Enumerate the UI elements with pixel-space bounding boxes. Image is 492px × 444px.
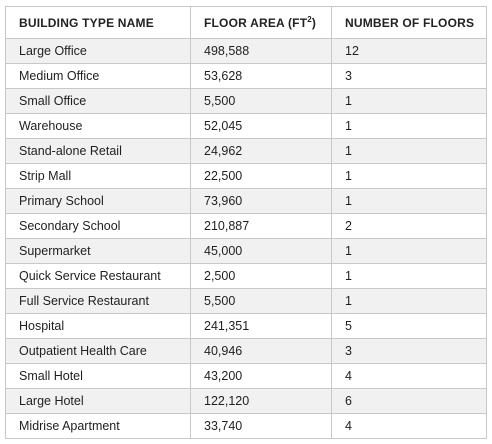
cell-number-of-floors: 2 <box>331 213 487 239</box>
table-row: Stand-alone Retail 24,962 1 <box>5 138 487 164</box>
cell-floor-area: 45,000 <box>190 238 332 264</box>
cell-building-type: Small Office <box>5 88 191 114</box>
building-types-table: BUILDING TYPE NAME FLOOR AREA (FT2) NUMB… <box>5 6 487 439</box>
cell-floor-area: 241,351 <box>190 313 332 339</box>
cell-building-type: Stand-alone Retail <box>5 138 191 164</box>
cell-number-of-floors: 1 <box>331 238 487 264</box>
cell-number-of-floors: 12 <box>331 38 487 64</box>
cell-floor-area: 5,500 <box>190 288 332 314</box>
cell-floor-area: 52,045 <box>190 113 332 139</box>
cell-number-of-floors: 1 <box>331 113 487 139</box>
cell-building-type: Large Office <box>5 38 191 64</box>
table-row: Midrise Apartment 33,740 4 <box>5 413 487 439</box>
table-row: Large Hotel 122,120 6 <box>5 388 487 414</box>
header-building-type: BUILDING TYPE NAME <box>5 6 191 39</box>
table-header: BUILDING TYPE NAME FLOOR AREA (FT2) NUMB… <box>5 6 487 39</box>
cell-floor-area: 43,200 <box>190 363 332 389</box>
cell-floor-area: 210,887 <box>190 213 332 239</box>
cell-building-type: Quick Service Restaurant <box>5 263 191 289</box>
header-floor-area: FLOOR AREA (FT2) <box>190 6 332 39</box>
table-row: Small Hotel 43,200 4 <box>5 363 487 389</box>
cell-building-type: Medium Office <box>5 63 191 89</box>
table-row: Hospital 241,351 5 <box>5 313 487 339</box>
cell-number-of-floors: 1 <box>331 263 487 289</box>
building-table-container: BUILDING TYPE NAME FLOOR AREA (FT2) NUMB… <box>5 6 487 439</box>
cell-building-type: Supermarket <box>5 238 191 264</box>
cell-floor-area: 24,962 <box>190 138 332 164</box>
cell-number-of-floors: 4 <box>331 363 487 389</box>
cell-floor-area: 5,500 <box>190 88 332 114</box>
cell-building-type: Strip Mall <box>5 163 191 189</box>
cell-building-type: Large Hotel <box>5 388 191 414</box>
header-floor-area-suffix: ) <box>311 15 317 30</box>
header-floor-area-exponent: 2 <box>307 14 312 24</box>
cell-floor-area: 498,588 <box>190 38 332 64</box>
table-row: Large Office 498,588 12 <box>5 38 487 64</box>
cell-floor-area: 122,120 <box>190 388 332 414</box>
header-row: BUILDING TYPE NAME FLOOR AREA (FT2) NUMB… <box>5 6 487 39</box>
cell-building-type: Secondary School <box>5 213 191 239</box>
cell-number-of-floors: 5 <box>331 313 487 339</box>
cell-number-of-floors: 1 <box>331 288 487 314</box>
table-row: Supermarket 45,000 1 <box>5 238 487 264</box>
table-row: Quick Service Restaurant 2,500 1 <box>5 263 487 289</box>
cell-building-type: Small Hotel <box>5 363 191 389</box>
table-body: Large Office 498,588 12 Medium Office 53… <box>5 38 487 439</box>
table-row: Secondary School 210,887 2 <box>5 213 487 239</box>
table-row: Strip Mall 22,500 1 <box>5 163 487 189</box>
cell-floor-area: 53,628 <box>190 63 332 89</box>
table-row: Full Service Restaurant 5,500 1 <box>5 288 487 314</box>
table-row: Medium Office 53,628 3 <box>5 63 487 89</box>
cell-number-of-floors: 3 <box>331 338 487 364</box>
table-row: Small Office 5,500 1 <box>5 88 487 114</box>
cell-building-type: Warehouse <box>5 113 191 139</box>
cell-number-of-floors: 6 <box>331 388 487 414</box>
cell-floor-area: 22,500 <box>190 163 332 189</box>
table-row: Warehouse 52,045 1 <box>5 113 487 139</box>
cell-floor-area: 2,500 <box>190 263 332 289</box>
cell-number-of-floors: 1 <box>331 138 487 164</box>
cell-number-of-floors: 4 <box>331 413 487 439</box>
cell-building-type: Outpatient Health Care <box>5 338 191 364</box>
cell-building-type: Full Service Restaurant <box>5 288 191 314</box>
cell-building-type: Midrise Apartment <box>5 413 191 439</box>
header-number-of-floors: NUMBER OF FLOORS <box>331 6 487 39</box>
cell-number-of-floors: 1 <box>331 88 487 114</box>
cell-floor-area: 40,946 <box>190 338 332 364</box>
cell-floor-area: 33,740 <box>190 413 332 439</box>
cell-number-of-floors: 1 <box>331 188 487 214</box>
cell-number-of-floors: 3 <box>331 63 487 89</box>
cell-floor-area: 73,960 <box>190 188 332 214</box>
table-row: Primary School 73,960 1 <box>5 188 487 214</box>
cell-building-type: Hospital <box>5 313 191 339</box>
header-floor-area-prefix: FLOOR AREA (FT <box>204 15 308 30</box>
table-row: Outpatient Health Care 40,946 3 <box>5 338 487 364</box>
cell-number-of-floors: 1 <box>331 163 487 189</box>
cell-building-type: Primary School <box>5 188 191 214</box>
